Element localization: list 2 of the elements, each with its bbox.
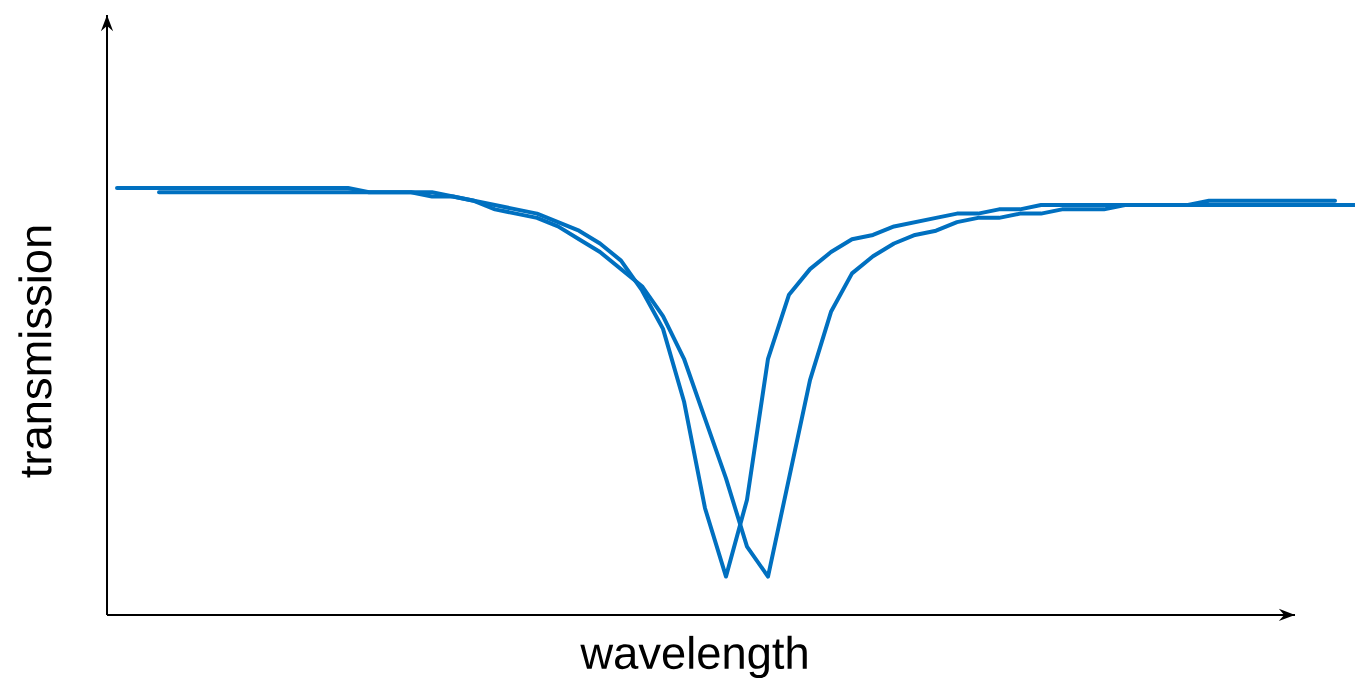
y-axis-title: transmission bbox=[18, 226, 52, 478]
x-axis-title: wavelength bbox=[580, 635, 807, 679]
